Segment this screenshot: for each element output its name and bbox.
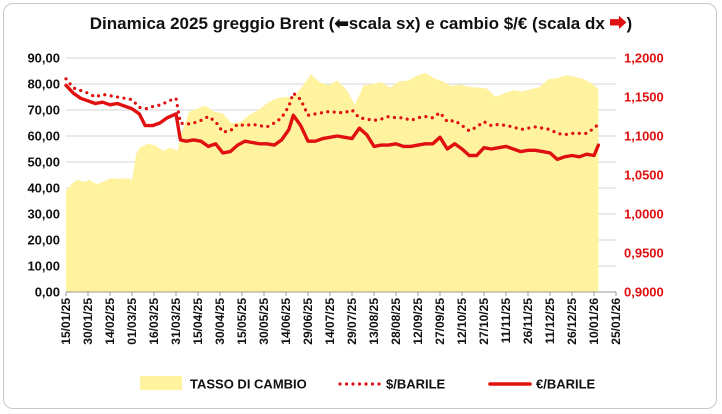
left-tick-label: 40,00 xyxy=(27,181,60,196)
x-tick-label: 15/04/25 xyxy=(191,298,205,345)
x-tick-label: 13/08/25 xyxy=(367,298,381,345)
x-tick-label: 29/06/25 xyxy=(301,298,315,345)
x-tick-label: 11/12/25 xyxy=(543,298,557,344)
x-tick-label: 26/12/25 xyxy=(565,298,579,345)
x-tick-label: 16/03/25 xyxy=(147,298,161,345)
left-tick-label: 20,00 xyxy=(27,233,60,248)
right-tick-label: 0,9000 xyxy=(624,285,664,300)
x-tick-label: 14/07/25 xyxy=(323,298,337,345)
x-tick-label: 25/01/26 xyxy=(609,298,623,345)
x-tick-label: 15/01/25 xyxy=(59,298,73,345)
right-axis: 0,9000 0,9500 1,0000 1,0500 1,1000 1,1500 1,20… xyxy=(624,51,664,300)
title-end: ) xyxy=(627,14,633,33)
line-series xyxy=(64,77,601,162)
legend-label-usd: $/BARILE xyxy=(386,377,446,392)
right-tick-label: 0,9500 xyxy=(624,246,664,261)
x-tick-label: 30/05/25 xyxy=(257,298,271,345)
x-tick-label: 31/03/25 xyxy=(169,298,183,345)
right-tick-label: 1,1500 xyxy=(624,90,664,105)
legend-label-eur: €/BARILE xyxy=(536,377,596,392)
x-axis: 15/01/25 30/01/25 14/02/25 01/03/25 16/03/25… xyxy=(59,291,623,345)
title-mid: scala sx) e cambio $/€ (scala dx xyxy=(349,14,610,33)
x-tick-label: 14/06/25 xyxy=(279,298,293,345)
right-tick-label: 1,2000 xyxy=(624,51,664,66)
left-tick-label: 80,00 xyxy=(27,77,60,92)
right-tick-label: 1,1000 xyxy=(624,129,664,144)
left-tick-label: 50,00 xyxy=(27,155,60,170)
right-arrow-icon: ⮕ xyxy=(610,14,627,33)
left-tick-label: 10,00 xyxy=(27,259,60,274)
x-tick-label: 27/09/25 xyxy=(433,298,447,345)
area-tasso-di-cambio xyxy=(66,72,599,292)
right-tick-label: 1,0000 xyxy=(624,207,664,222)
chart-title: Dinamica 2025 greggio Brent (⬅scala sx) … xyxy=(90,14,632,33)
left-tick-label: 30,00 xyxy=(27,207,60,222)
area-series xyxy=(66,72,599,292)
title-main: Dinamica 2025 greggio Brent ( xyxy=(90,14,335,33)
x-tick-label: 28/08/25 xyxy=(389,298,403,345)
x-tick-label: 12/09/25 xyxy=(411,298,425,345)
left-tick-label: 0,00 xyxy=(35,285,60,300)
x-tick-label: 01/03/25 xyxy=(125,298,139,345)
left-axis: 0,00 10,00 20,00 30,00 40,00 50,00 60,00 70,00 8… xyxy=(27,51,60,300)
legend-swatch-area xyxy=(140,376,182,390)
x-tick-label: 12/10/25 xyxy=(455,298,469,345)
x-tick-label: 26/11/25 xyxy=(521,298,535,344)
right-tick-label: 1,0500 xyxy=(624,168,664,183)
x-tick-label: 14/02/25 xyxy=(103,298,117,345)
left-tick-label: 70,00 xyxy=(27,103,60,118)
x-tick-label: 10/01/26 xyxy=(587,298,601,345)
legend: TASSO DI CAMBIO $/BARILE €/BARILE xyxy=(140,376,596,392)
line-eur-barile xyxy=(64,83,601,162)
x-tick-label: 30/01/25 xyxy=(81,298,95,345)
x-tick-label: 11/11/25 xyxy=(499,298,513,344)
x-tick-label: 30/04/25 xyxy=(213,298,227,345)
left-tick-label: 60,00 xyxy=(27,129,60,144)
line-usd-barile xyxy=(64,77,600,137)
left-tick-label: 90,00 xyxy=(27,51,60,66)
x-tick-label: 15/05/25 xyxy=(235,298,249,345)
legend-label-tasso: TASSO DI CAMBIO xyxy=(190,377,307,392)
x-tick-label: 29/07/25 xyxy=(345,298,359,345)
x-tick-label: 27/10/25 xyxy=(477,298,491,345)
left-arrow-icon: ⬅ xyxy=(333,14,348,33)
